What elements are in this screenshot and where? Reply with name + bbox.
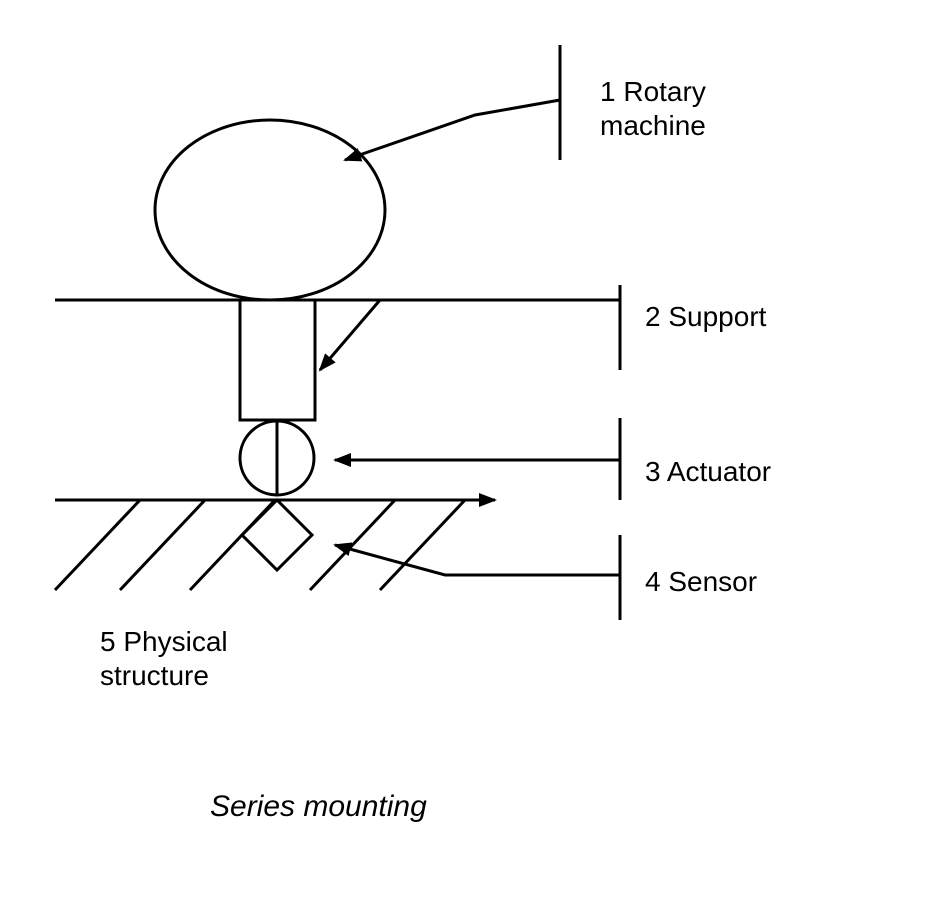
label-num: 3 bbox=[645, 456, 661, 487]
label-sensor: 4 Sensor bbox=[645, 565, 757, 599]
label-num: 4 bbox=[645, 566, 661, 597]
diagram-svg bbox=[0, 0, 942, 900]
hatch bbox=[120, 500, 205, 590]
label-text: Rotary machine bbox=[600, 76, 706, 141]
arrow-rotary bbox=[345, 100, 560, 160]
label-num: 2 bbox=[645, 301, 661, 332]
label-text: Physical structure bbox=[100, 626, 228, 691]
sensor-shape bbox=[242, 500, 312, 570]
label-rotary-machine: 1 Rotary machine bbox=[600, 75, 706, 142]
label-text: Sensor bbox=[668, 566, 757, 597]
label-text: Actuator bbox=[667, 456, 771, 487]
label-num: 1 bbox=[600, 76, 616, 107]
diagram-caption: Series mounting bbox=[210, 790, 427, 824]
series-mounting-diagram: 1 Rotary machine 2 Support 3 Actuator 4 … bbox=[0, 0, 942, 900]
hatch bbox=[310, 500, 395, 590]
hatch bbox=[55, 500, 140, 590]
label-physical-structure: 5 Physical structure bbox=[100, 625, 228, 692]
hatch bbox=[190, 500, 275, 590]
label-support: 2 Support bbox=[645, 300, 766, 334]
label-actuator: 3 Actuator bbox=[645, 455, 771, 489]
arrow-support bbox=[320, 300, 620, 370]
arrow-sensor bbox=[335, 545, 620, 575]
label-num: 5 bbox=[100, 626, 116, 657]
rotary-machine-shape bbox=[155, 120, 385, 300]
label-text: Support bbox=[668, 301, 766, 332]
support-shape bbox=[240, 300, 315, 420]
